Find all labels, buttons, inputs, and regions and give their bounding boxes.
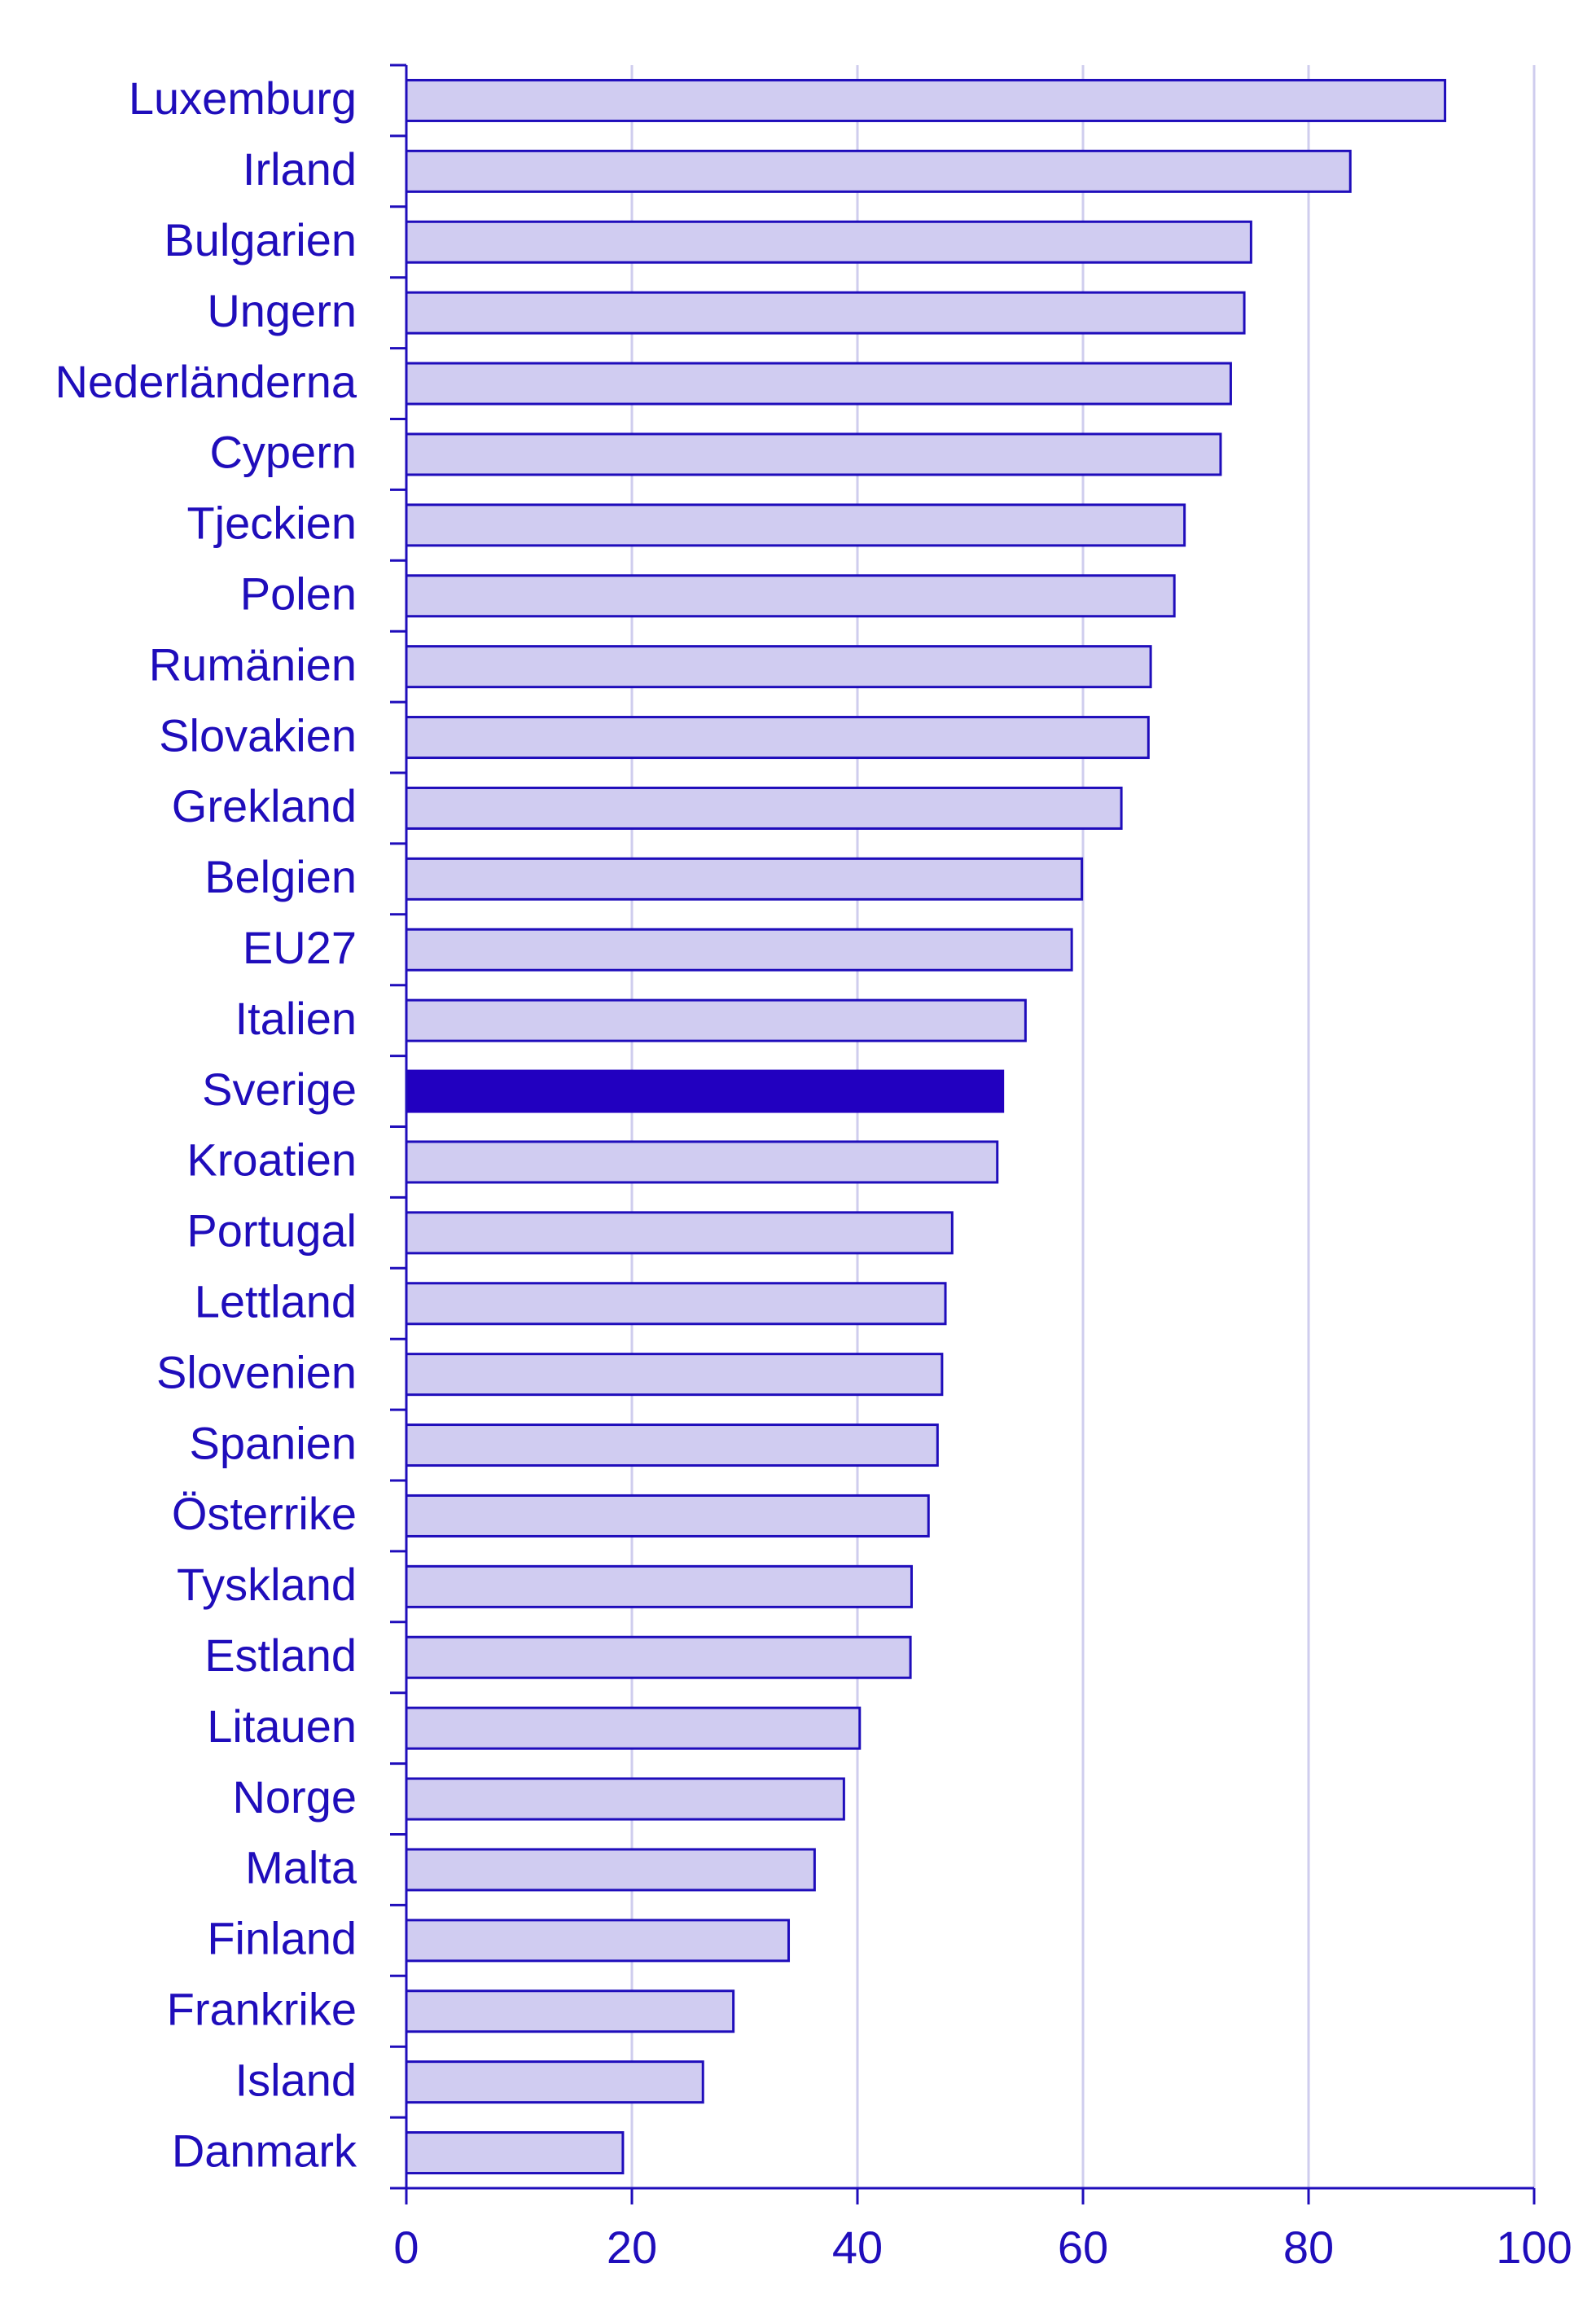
- category-label: Österrike: [172, 1488, 357, 1539]
- axes: [390, 64, 1536, 2204]
- bar-polen: [405, 574, 1176, 618]
- category-label: Sverige: [202, 1064, 357, 1115]
- bar-portugal: [405, 1211, 954, 1255]
- bar-frankrike: [405, 1989, 735, 2033]
- bar-ungern: [405, 291, 1246, 335]
- category-labels: Luxemburg Irland Bulgarien Ungern Nederlände…: [55, 72, 357, 2176]
- bar-rumänien: [405, 645, 1152, 689]
- category-label: Belgien: [204, 851, 357, 902]
- x-tick-label: 60: [1058, 2222, 1108, 2273]
- category-label: Rumänien: [149, 638, 357, 690]
- bar-spanien: [405, 1423, 939, 1467]
- category-label: Nederländerna: [55, 356, 357, 407]
- category-label: EU27: [243, 922, 357, 973]
- category-label: Kroatien: [186, 1134, 357, 1186]
- category-label: Danmark: [172, 2125, 357, 2176]
- bar-eu27: [405, 928, 1073, 972]
- x-tick-label: 40: [832, 2222, 883, 2273]
- bar-tyskland: [405, 1564, 913, 1608]
- category-label: Slovenien: [156, 1346, 357, 1397]
- category-label: Italien: [235, 993, 357, 1044]
- category-label: Litauen: [207, 1700, 357, 1752]
- category-label: Portugal: [186, 1205, 357, 1257]
- bar-grekland: [405, 786, 1123, 830]
- x-tick-label: 100: [1496, 2222, 1572, 2273]
- category-label: Bulgarien: [164, 214, 357, 265]
- category-label: Lettland: [195, 1276, 357, 1327]
- category-label: Malta: [245, 1842, 357, 1893]
- bar-lettland: [405, 1282, 947, 1326]
- category-label: Finland: [207, 1913, 357, 1964]
- category-label: Frankrike: [167, 1984, 357, 2035]
- bar-österrike: [405, 1494, 930, 1538]
- tick-labels: 0 20 40 60 80 100: [393, 2222, 1572, 2273]
- bar-italien: [405, 998, 1027, 1042]
- category-label: Island: [235, 2054, 357, 2105]
- bar-belgien: [405, 857, 1084, 901]
- bar-danmark: [405, 2131, 625, 2175]
- bar-kroatien: [405, 1140, 999, 1184]
- category-label: Ungern: [207, 285, 357, 336]
- bar-norge: [405, 1777, 845, 1821]
- category-label: Polen: [240, 568, 357, 620]
- category-label: Norge: [232, 1771, 357, 1823]
- bar-irland: [405, 149, 1352, 193]
- category-label: Grekland: [172, 780, 357, 831]
- x-tick-label: 20: [607, 2222, 657, 2273]
- bar-nederländerna: [405, 362, 1232, 406]
- bar-finland: [405, 1919, 791, 1963]
- bar-slovenien: [405, 1353, 944, 1397]
- bar-sverige: [405, 1069, 1005, 1113]
- category-label: Spanien: [189, 1417, 357, 1468]
- bar-litauen: [405, 1706, 862, 1750]
- bars: [405, 78, 1447, 2175]
- category-label: Tyskland: [177, 1559, 357, 1610]
- category-label: Tjeckien: [186, 498, 357, 549]
- x-tick-label: 80: [1283, 2222, 1334, 2273]
- category-label: Irland: [243, 143, 357, 195]
- bar-slovakien: [405, 716, 1150, 760]
- category-label: Cypern: [209, 427, 357, 478]
- category-label: Luxemburg: [129, 72, 357, 124]
- category-label: Slovakien: [159, 709, 357, 761]
- bar-malta: [405, 1848, 816, 1892]
- bar-island: [405, 2060, 704, 2104]
- category-label: Estland: [204, 1630, 357, 1681]
- bar-cypern: [405, 432, 1222, 476]
- bar-luxemburg: [405, 78, 1447, 122]
- x-tick-label: 0: [393, 2222, 419, 2273]
- bar-estland: [405, 1635, 912, 1679]
- bar-tjeckien: [405, 503, 1186, 547]
- bar-bulgarien: [405, 220, 1252, 264]
- gridlines: [630, 65, 1536, 2188]
